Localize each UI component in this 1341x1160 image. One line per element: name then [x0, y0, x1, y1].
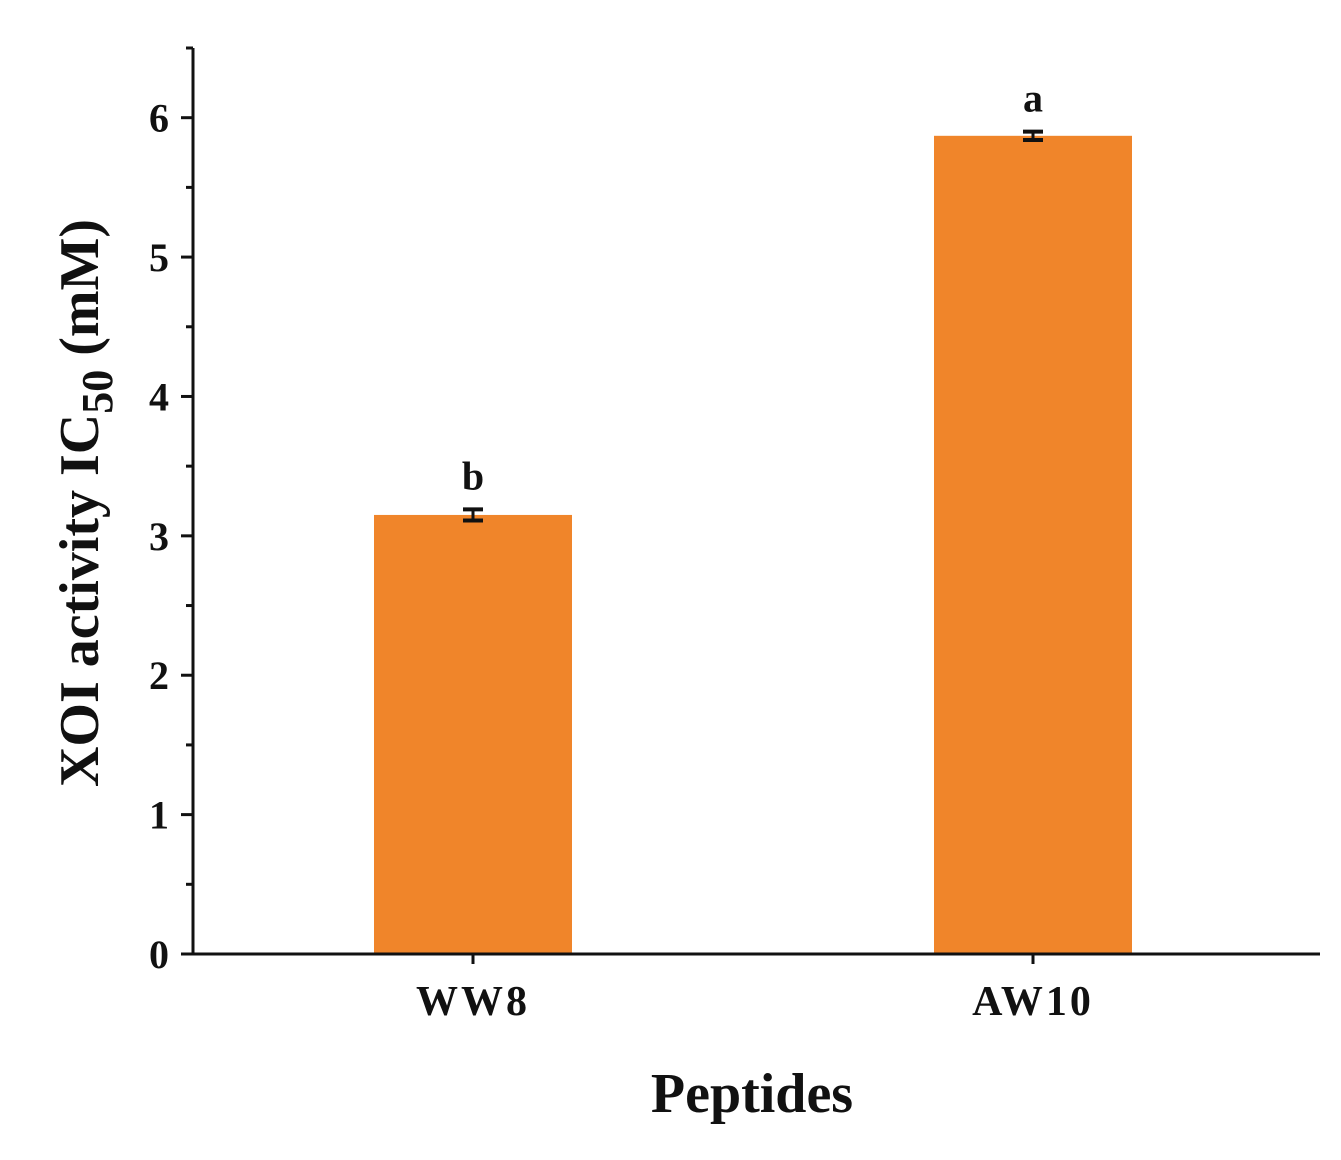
significance-label-ww8: b	[462, 453, 484, 498]
error-bars	[463, 129, 1043, 523]
y-axis-title-unit: (mM)	[49, 219, 111, 370]
bar-ww8	[374, 514, 572, 954]
axes	[191, 48, 1320, 956]
x-axis-title: Peptides	[651, 1063, 853, 1125]
y-tick-label: 1	[149, 793, 169, 838]
x-tick-label-aw10: AW10	[972, 979, 1094, 1025]
bars	[374, 135, 1132, 954]
significance-labels: ba	[462, 76, 1043, 499]
bar-aw10	[934, 135, 1132, 954]
y-tick-label: 3	[149, 514, 169, 559]
y-tick-label: 4	[149, 374, 169, 419]
y-tick-label: 2	[149, 653, 169, 698]
y-ticks: 0 1 2 3 4 5 6	[149, 46, 193, 977]
y-axis-title: XOI activity IC50 (mM)	[49, 219, 122, 787]
x-tick-label-ww8: WW8	[416, 979, 530, 1025]
significance-label-aw10: a	[1023, 76, 1043, 121]
y-tick-label: 0	[149, 932, 169, 977]
y-axis-title-main: XOI activity IC	[49, 414, 111, 787]
error-bar-aw10	[1023, 129, 1043, 142]
y-axis-title-subscript: 50	[73, 370, 122, 414]
x-tick-labels: WW8 AW10	[416, 954, 1094, 1025]
y-tick-label: 5	[149, 235, 169, 280]
error-bar-ww8	[463, 507, 483, 523]
y-tick-label: 6	[149, 96, 169, 141]
